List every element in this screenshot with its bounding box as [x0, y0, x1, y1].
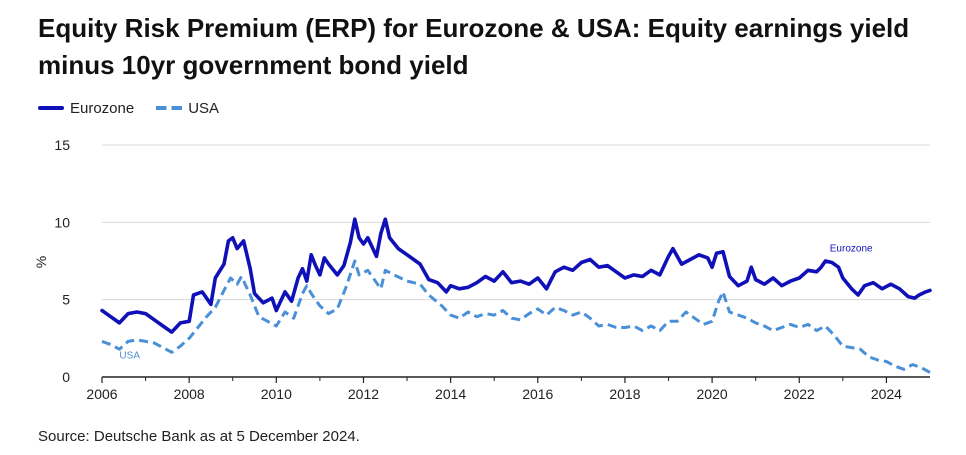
- series-line-usa: [101, 259, 931, 374]
- legend-label-eurozone: Eurozone: [70, 99, 135, 117]
- y-tick-label-0: 0: [62, 369, 70, 385]
- y-tick-label-5: 5: [62, 292, 70, 308]
- x-tick-label-2024: 2024: [871, 386, 902, 402]
- legend-item-eurozone: Eurozone: [38, 100, 134, 117]
- series-line-eurozone: [100, 217, 932, 334]
- x-axis: 2006 2008 2010 2012 2014 2016 2018 2020 2022 2024: [86, 376, 930, 402]
- erp-line-chart: 0 5 10 15% 2006 2008 2010 2012 2014 2016 2018 2020…: [33, 137, 932, 402]
- x-tick-label-2006: 2006: [86, 386, 117, 402]
- x-tick-label-2016: 2016: [522, 386, 553, 402]
- chart-title: Equity Risk Premium (ERP) for Eurozone &…: [38, 13, 910, 80]
- grid-lines: [102, 144, 930, 301]
- y-tick-label-15: 15: [54, 137, 70, 153]
- y-axis: 0 5 10 15%: [33, 137, 70, 385]
- x-tick-label-2012: 2012: [348, 386, 379, 402]
- annotation-usa: USA: [119, 350, 140, 361]
- legend-swatch-usa: [156, 106, 183, 110]
- x-tick-label-2010: 2010: [261, 386, 292, 402]
- annotation-eurozone: Eurozone: [830, 244, 873, 255]
- series-lines: [100, 217, 932, 374]
- x-tick-label-2014: 2014: [435, 386, 466, 402]
- annotations: Eurozone USA: [119, 244, 873, 362]
- y-axis-label: %: [33, 256, 49, 268]
- x-tick-label-2022: 2022: [784, 386, 815, 402]
- x-tick-label-2008: 2008: [174, 386, 205, 402]
- legend: Eurozone USA: [38, 98, 241, 118]
- legend-label-usa: USA: [188, 99, 220, 117]
- legend-swatch-eurozone: [38, 106, 64, 110]
- x-tick-label-2018: 2018: [609, 386, 640, 402]
- y-tick-label-10: 10: [54, 214, 70, 230]
- x-tick-label-2020: 2020: [697, 386, 728, 402]
- source-note: Source: Deutsche Bank as at 5 December 2…: [38, 428, 360, 445]
- legend-item-usa: USA: [156, 100, 219, 117]
